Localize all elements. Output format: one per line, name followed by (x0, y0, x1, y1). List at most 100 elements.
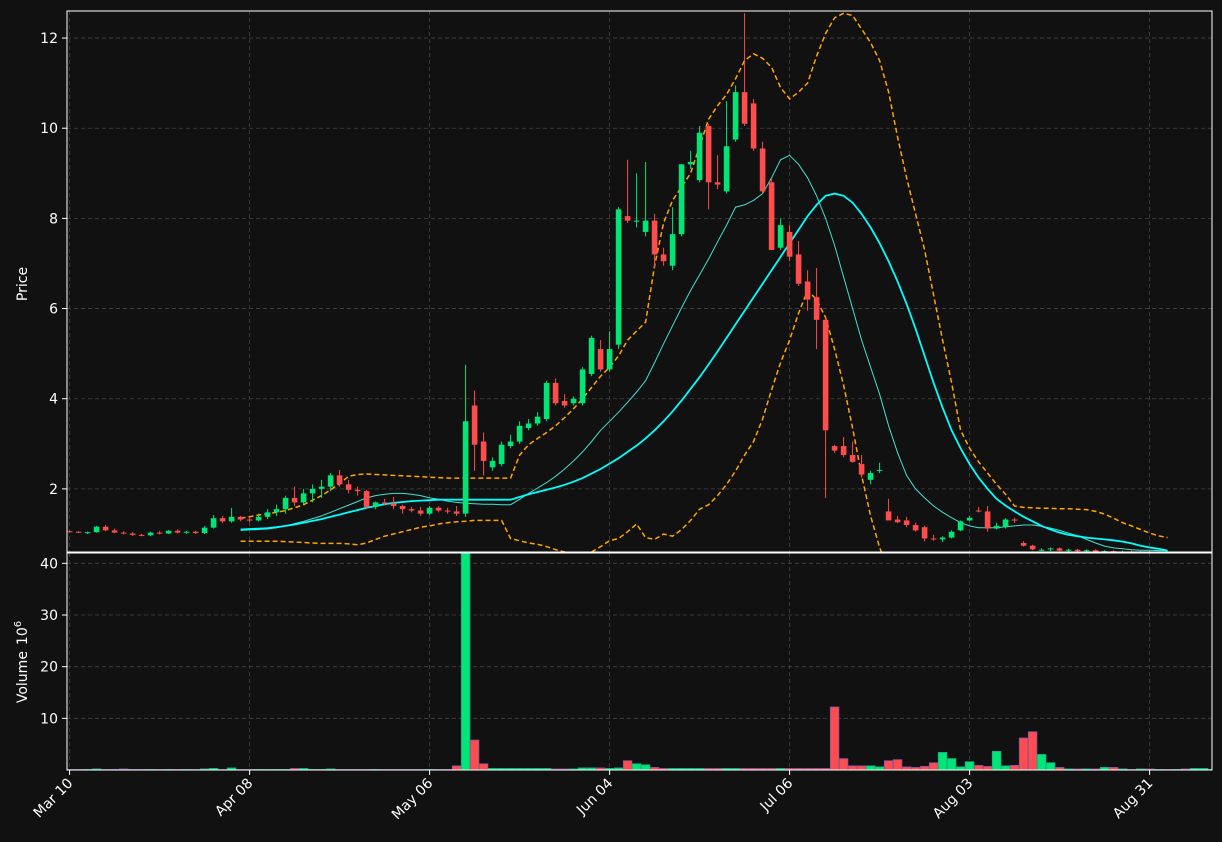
candle-body (462, 421, 469, 514)
price-panel-border (66, 10, 1213, 553)
volume-bar (748, 768, 759, 770)
volume-y-tick-label: 20 (40, 660, 58, 676)
candle-body (903, 520, 910, 525)
candle-body (552, 382, 559, 404)
candle-body (849, 455, 856, 462)
candle-body (120, 532, 127, 534)
candle-body (381, 502, 388, 504)
candle-body (255, 516, 262, 521)
candle-body (660, 254, 667, 262)
volume-bar (1027, 731, 1038, 770)
candle-body (1092, 550, 1099, 552)
candle-body (597, 349, 604, 370)
candle-body (696, 132, 703, 181)
price-y-tick-label: 4 (49, 392, 58, 408)
candle-body (561, 400, 568, 406)
candle-body (156, 532, 163, 534)
volume-bar (937, 752, 948, 770)
price-y-ticks: 2 4 6 8 10 12 (40, 31, 67, 498)
volume-bar (775, 768, 786, 770)
candle-body (291, 497, 298, 503)
candle-body (75, 531, 82, 533)
candle-body (210, 518, 217, 528)
volume-bar (586, 767, 597, 770)
candle-body (912, 524, 919, 531)
volume-bar (973, 764, 984, 770)
candle-body (183, 531, 190, 533)
candle-body (687, 162, 694, 165)
volume-bar (577, 767, 588, 770)
volume-bar (1081, 768, 1092, 770)
candle-body (201, 527, 208, 534)
volume-bar (658, 768, 669, 770)
volume-bar (1108, 767, 1119, 770)
volume-bar (955, 766, 966, 770)
candle-body (327, 475, 334, 487)
candle-body (642, 220, 649, 232)
volume-bar (865, 765, 876, 770)
candle-body (543, 382, 550, 420)
candle-body (921, 527, 928, 539)
candle-body (822, 319, 829, 431)
candle-body (741, 92, 748, 124)
candle-body (102, 526, 109, 531)
candle-body (957, 521, 964, 531)
volume-y-tick-label: 10 (40, 711, 58, 727)
candle-body (588, 337, 595, 374)
volume-bar (910, 767, 921, 770)
candle-body (147, 532, 154, 536)
volume-bar (523, 768, 534, 770)
volume-bar (640, 764, 651, 770)
volume-bar (1135, 768, 1146, 770)
volume-bar (946, 758, 957, 770)
volume-bar (721, 768, 732, 770)
volume-bar (568, 768, 579, 770)
volume-bar (892, 759, 903, 770)
candle-body (399, 506, 406, 510)
volume-bar (856, 765, 867, 770)
candle-body (228, 516, 235, 522)
candle-body (993, 525, 1000, 529)
volume-bar (991, 751, 1002, 770)
volume-bar (928, 762, 939, 770)
candle-body (1038, 549, 1045, 551)
candle-body (705, 125, 712, 183)
volume-bar (1090, 768, 1101, 770)
candle-body (768, 182, 775, 250)
volume-panel-frame (66, 552, 1213, 771)
candle-body (336, 475, 343, 485)
candle-body (1047, 548, 1054, 550)
candle-body (111, 530, 118, 533)
candle-body (507, 441, 514, 447)
volume-bar (595, 767, 606, 770)
candle-body (795, 254, 802, 284)
bollinger-bands (240, 12, 1168, 552)
candle-body (894, 519, 901, 523)
volume-bar (964, 761, 975, 770)
candle-body (138, 534, 145, 536)
candle-body (282, 497, 289, 510)
volume-bar (829, 706, 840, 770)
candle-body (165, 530, 172, 534)
volume-bar (712, 768, 723, 770)
volume-bar (703, 768, 714, 770)
candle-body (606, 349, 613, 370)
volume-gridlines (67, 553, 1212, 770)
candle-body (516, 425, 523, 442)
volume-bar (631, 763, 642, 770)
candle-body (1020, 542, 1027, 546)
price-y-tick-label: 12 (40, 31, 58, 47)
volume-bar (685, 768, 696, 770)
candle-body (759, 148, 766, 192)
price-y-tick-label: 8 (49, 211, 58, 227)
candle-body (1002, 519, 1009, 528)
volume-y-ticks: 10 20 30 40 (40, 556, 67, 727)
volume-bar (1198, 768, 1209, 770)
price-y-tick-label: 2 (49, 482, 58, 498)
price-gridlines (67, 11, 1212, 552)
candle-body (300, 493, 307, 503)
volume-bar (514, 768, 525, 770)
volume-bar (784, 768, 795, 770)
candle-body (1011, 519, 1018, 521)
candle-body (723, 146, 730, 192)
